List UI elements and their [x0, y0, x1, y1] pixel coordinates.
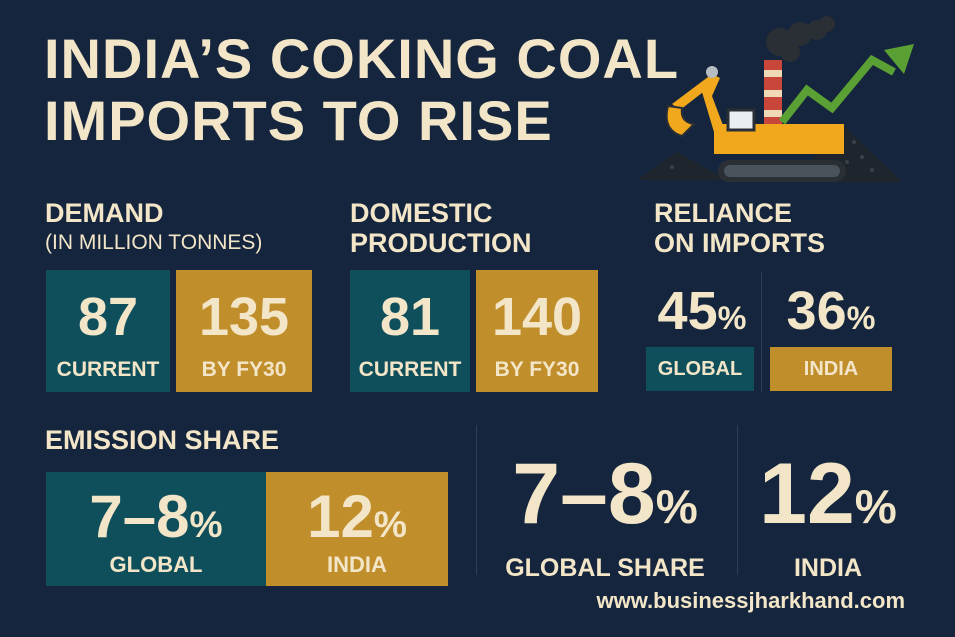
reliance-heading-line-2: ON IMPORTS	[654, 228, 826, 258]
title-line-2: IMPORTS TO RISE	[44, 89, 553, 152]
mining-illustration	[637, 16, 914, 182]
footer-url: www.businessjharkhand.com	[596, 588, 905, 613]
demand-future-value: 135	[198, 287, 290, 347]
emission-global-label: GLOBAL	[109, 552, 203, 577]
emission-divider-left	[476, 425, 477, 575]
big-global-label: GLOBAL SHARE	[505, 554, 705, 582]
title-line-1: INDIA’S COKING COAL	[44, 27, 680, 90]
emission-heading: EMISSION SHARE	[45, 425, 280, 455]
reliance-india-tag: INDIA	[770, 347, 892, 391]
emission-india-label: INDIA	[327, 552, 387, 577]
reliance-india-number: 36	[786, 281, 847, 341]
demand-heading: DEMAND (IN MILLION TONNES)	[45, 198, 262, 258]
big-india-value: 12%	[752, 448, 904, 554]
emission-india-unit: %	[373, 503, 407, 545]
big-global-number: 7–8	[512, 446, 656, 542]
reliance-heading: RELIANCE ON IMPORTS	[654, 198, 825, 258]
reliance-global-unit: %	[717, 300, 747, 336]
demand-current-label: CURRENT	[56, 358, 160, 381]
reliance-global-number: 45	[657, 281, 718, 341]
reliance-global-value: 45%	[650, 280, 754, 342]
emission-india-number: 12	[307, 483, 374, 550]
demand-heading-text: DEMAND	[45, 198, 164, 228]
emission-global-unit: %	[189, 503, 223, 545]
domestic-heading-line-1: DOMESTIC	[350, 198, 493, 228]
domestic-future-label: BY FY30	[494, 358, 580, 381]
domestic-heading: DOMESTIC PRODUCTION	[350, 198, 532, 258]
reliance-india-value: 36%	[770, 280, 892, 342]
emission-india-card: 12% INDIA	[266, 472, 448, 586]
page-title: INDIA’S COKING COAL IMPORTS TO RISE	[44, 28, 679, 152]
domestic-heading-line-2: PRODUCTION	[350, 228, 532, 258]
big-global-stat: 7–8% GLOBAL SHARE	[500, 448, 710, 583]
demand-current-card: 87 CURRENT	[46, 270, 170, 392]
emission-global-number: 7–8	[89, 483, 190, 550]
big-india-stat: 12% INDIA	[752, 448, 904, 583]
reliance-divider	[761, 272, 762, 392]
big-india-unit: %	[854, 481, 897, 534]
big-india-label: INDIA	[793, 554, 863, 582]
rising-arrow-icon	[778, 44, 914, 125]
demand-future-label: BY FY30	[201, 358, 287, 381]
demand-current-value: 87	[77, 287, 139, 347]
reliance-heading-line-1: RELIANCE	[654, 198, 793, 228]
domestic-future-card: 140 BY FY30	[476, 270, 598, 392]
emission-divider-right	[737, 425, 738, 575]
big-india-number: 12	[759, 446, 855, 542]
emission-global-value: 7–8%	[46, 482, 266, 551]
factory-chimney-icon	[764, 60, 782, 138]
domestic-future-value: 140	[491, 287, 583, 347]
excavator-icon	[665, 66, 846, 182]
smoke-icon	[766, 16, 835, 62]
big-global-value: 7–8%	[500, 448, 710, 554]
emission-global-card: 7–8% GLOBAL	[46, 472, 266, 586]
big-global-unit: %	[655, 481, 698, 534]
demand-subheading: (IN MILLION TONNES)	[45, 231, 263, 254]
reliance-global-tag: GLOBAL	[646, 347, 754, 391]
demand-future-card: 135 BY FY30	[176, 270, 312, 392]
emission-india-value: 12%	[266, 482, 448, 551]
domestic-current-label: CURRENT	[358, 358, 462, 381]
reliance-india-unit: %	[846, 300, 876, 336]
domestic-current-card: 81 CURRENT	[350, 270, 470, 392]
domestic-current-value: 81	[379, 287, 441, 347]
